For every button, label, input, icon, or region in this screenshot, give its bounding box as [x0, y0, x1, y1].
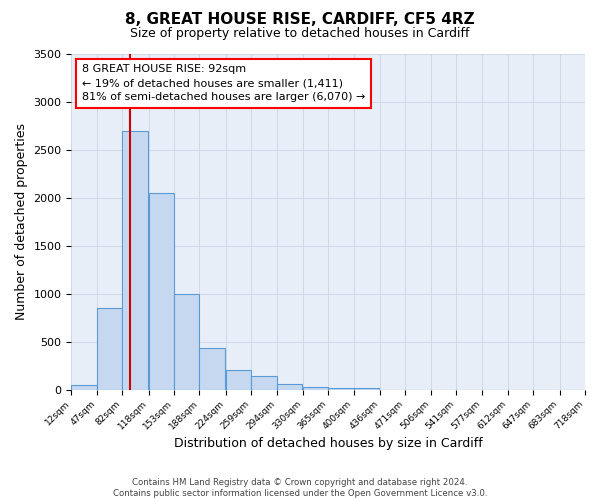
Bar — [71, 385, 97, 390]
Text: 8, GREAT HOUSE RISE, CARDIFF, CF5 4RZ: 8, GREAT HOUSE RISE, CARDIFF, CF5 4RZ — [125, 12, 475, 28]
Text: Contains HM Land Registry data © Crown copyright and database right 2024.
Contai: Contains HM Land Registry data © Crown c… — [113, 478, 487, 498]
Bar — [303, 387, 328, 390]
Text: 8 GREAT HOUSE RISE: 92sqm
← 19% of detached houses are smaller (1,411)
81% of se: 8 GREAT HOUSE RISE: 92sqm ← 19% of detac… — [82, 64, 365, 102]
Bar — [226, 370, 251, 390]
Bar — [97, 308, 122, 390]
Bar — [251, 376, 277, 390]
Bar — [277, 384, 302, 390]
Text: Size of property relative to detached houses in Cardiff: Size of property relative to detached ho… — [130, 28, 470, 40]
Bar — [328, 388, 353, 390]
Bar — [174, 294, 199, 390]
Y-axis label: Number of detached properties: Number of detached properties — [15, 124, 28, 320]
X-axis label: Distribution of detached houses by size in Cardiff: Distribution of detached houses by size … — [174, 437, 482, 450]
Bar — [353, 388, 379, 390]
Bar — [149, 193, 174, 390]
Bar — [122, 130, 148, 390]
Bar — [199, 348, 225, 390]
